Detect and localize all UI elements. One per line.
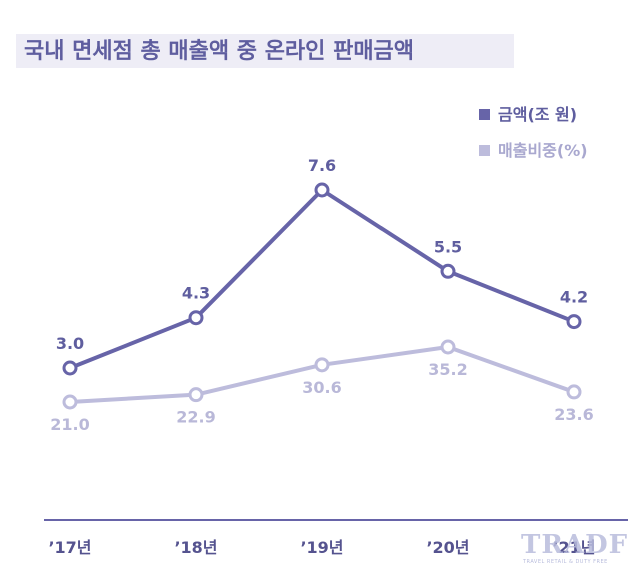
data-point — [440, 339, 456, 355]
x-tick-label: ’21년 — [552, 538, 595, 557]
data-point — [314, 182, 330, 198]
x-tick-label: ’18년 — [174, 538, 217, 557]
legend-swatch — [479, 109, 490, 120]
data-point — [62, 360, 78, 376]
x-tick-label: ’19년 — [300, 538, 343, 557]
data-point — [188, 310, 204, 326]
legend-swatch — [479, 145, 490, 156]
x-axis-tick-labels: ’17년 ’18년 ’19년 ’20년 ’21년 — [48, 538, 595, 557]
legend-label: 금액(조 원) — [498, 105, 577, 124]
data-label: 35.2 — [428, 360, 467, 379]
data-label: 23.6 — [554, 405, 593, 424]
data-point — [188, 387, 204, 403]
title-background — [16, 34, 514, 68]
data-point — [314, 357, 330, 373]
series-line — [69, 188, 575, 370]
data-label: 22.9 — [176, 408, 215, 427]
data-label: 4.3 — [182, 284, 210, 303]
data-label: 4.2 — [560, 288, 588, 307]
data-point — [566, 384, 582, 400]
data-label: 3.0 — [56, 334, 84, 353]
series-amount: 3.0 4.3 7.6 5.5 4.2 — [56, 156, 588, 376]
data-point — [440, 263, 456, 279]
data-label: 5.5 — [434, 237, 462, 256]
legend: 금액(조 원) 매출비중(%) — [479, 105, 588, 160]
data-label: 30.6 — [302, 378, 341, 397]
chart-title: 국내 면세점 총 매출액 중 온라인 판매금액 — [24, 39, 414, 64]
watermark-subtext: TRAVEL RETAIL & DUTY FREE — [522, 559, 608, 565]
data-point — [62, 394, 78, 410]
series-layer: 21.0 22.9 30.6 35.2 23.6 3.0 4.3 7.6 5.5 4.2 — [50, 156, 593, 434]
data-label: 7.6 — [308, 156, 336, 175]
data-point — [566, 314, 582, 330]
x-tick-label: ’20년 — [426, 538, 469, 557]
legend-label: 매출비중(%) — [498, 141, 588, 160]
series-share: 21.0 22.9 30.6 35.2 23.6 — [50, 339, 594, 434]
watermark-text: TRADF — [521, 530, 628, 560]
data-label: 21.0 — [50, 415, 89, 434]
watermark-logo: TRADF TRAVEL RETAIL & DUTY FREE — [521, 530, 628, 565]
x-tick-label: ’17년 — [48, 538, 91, 557]
